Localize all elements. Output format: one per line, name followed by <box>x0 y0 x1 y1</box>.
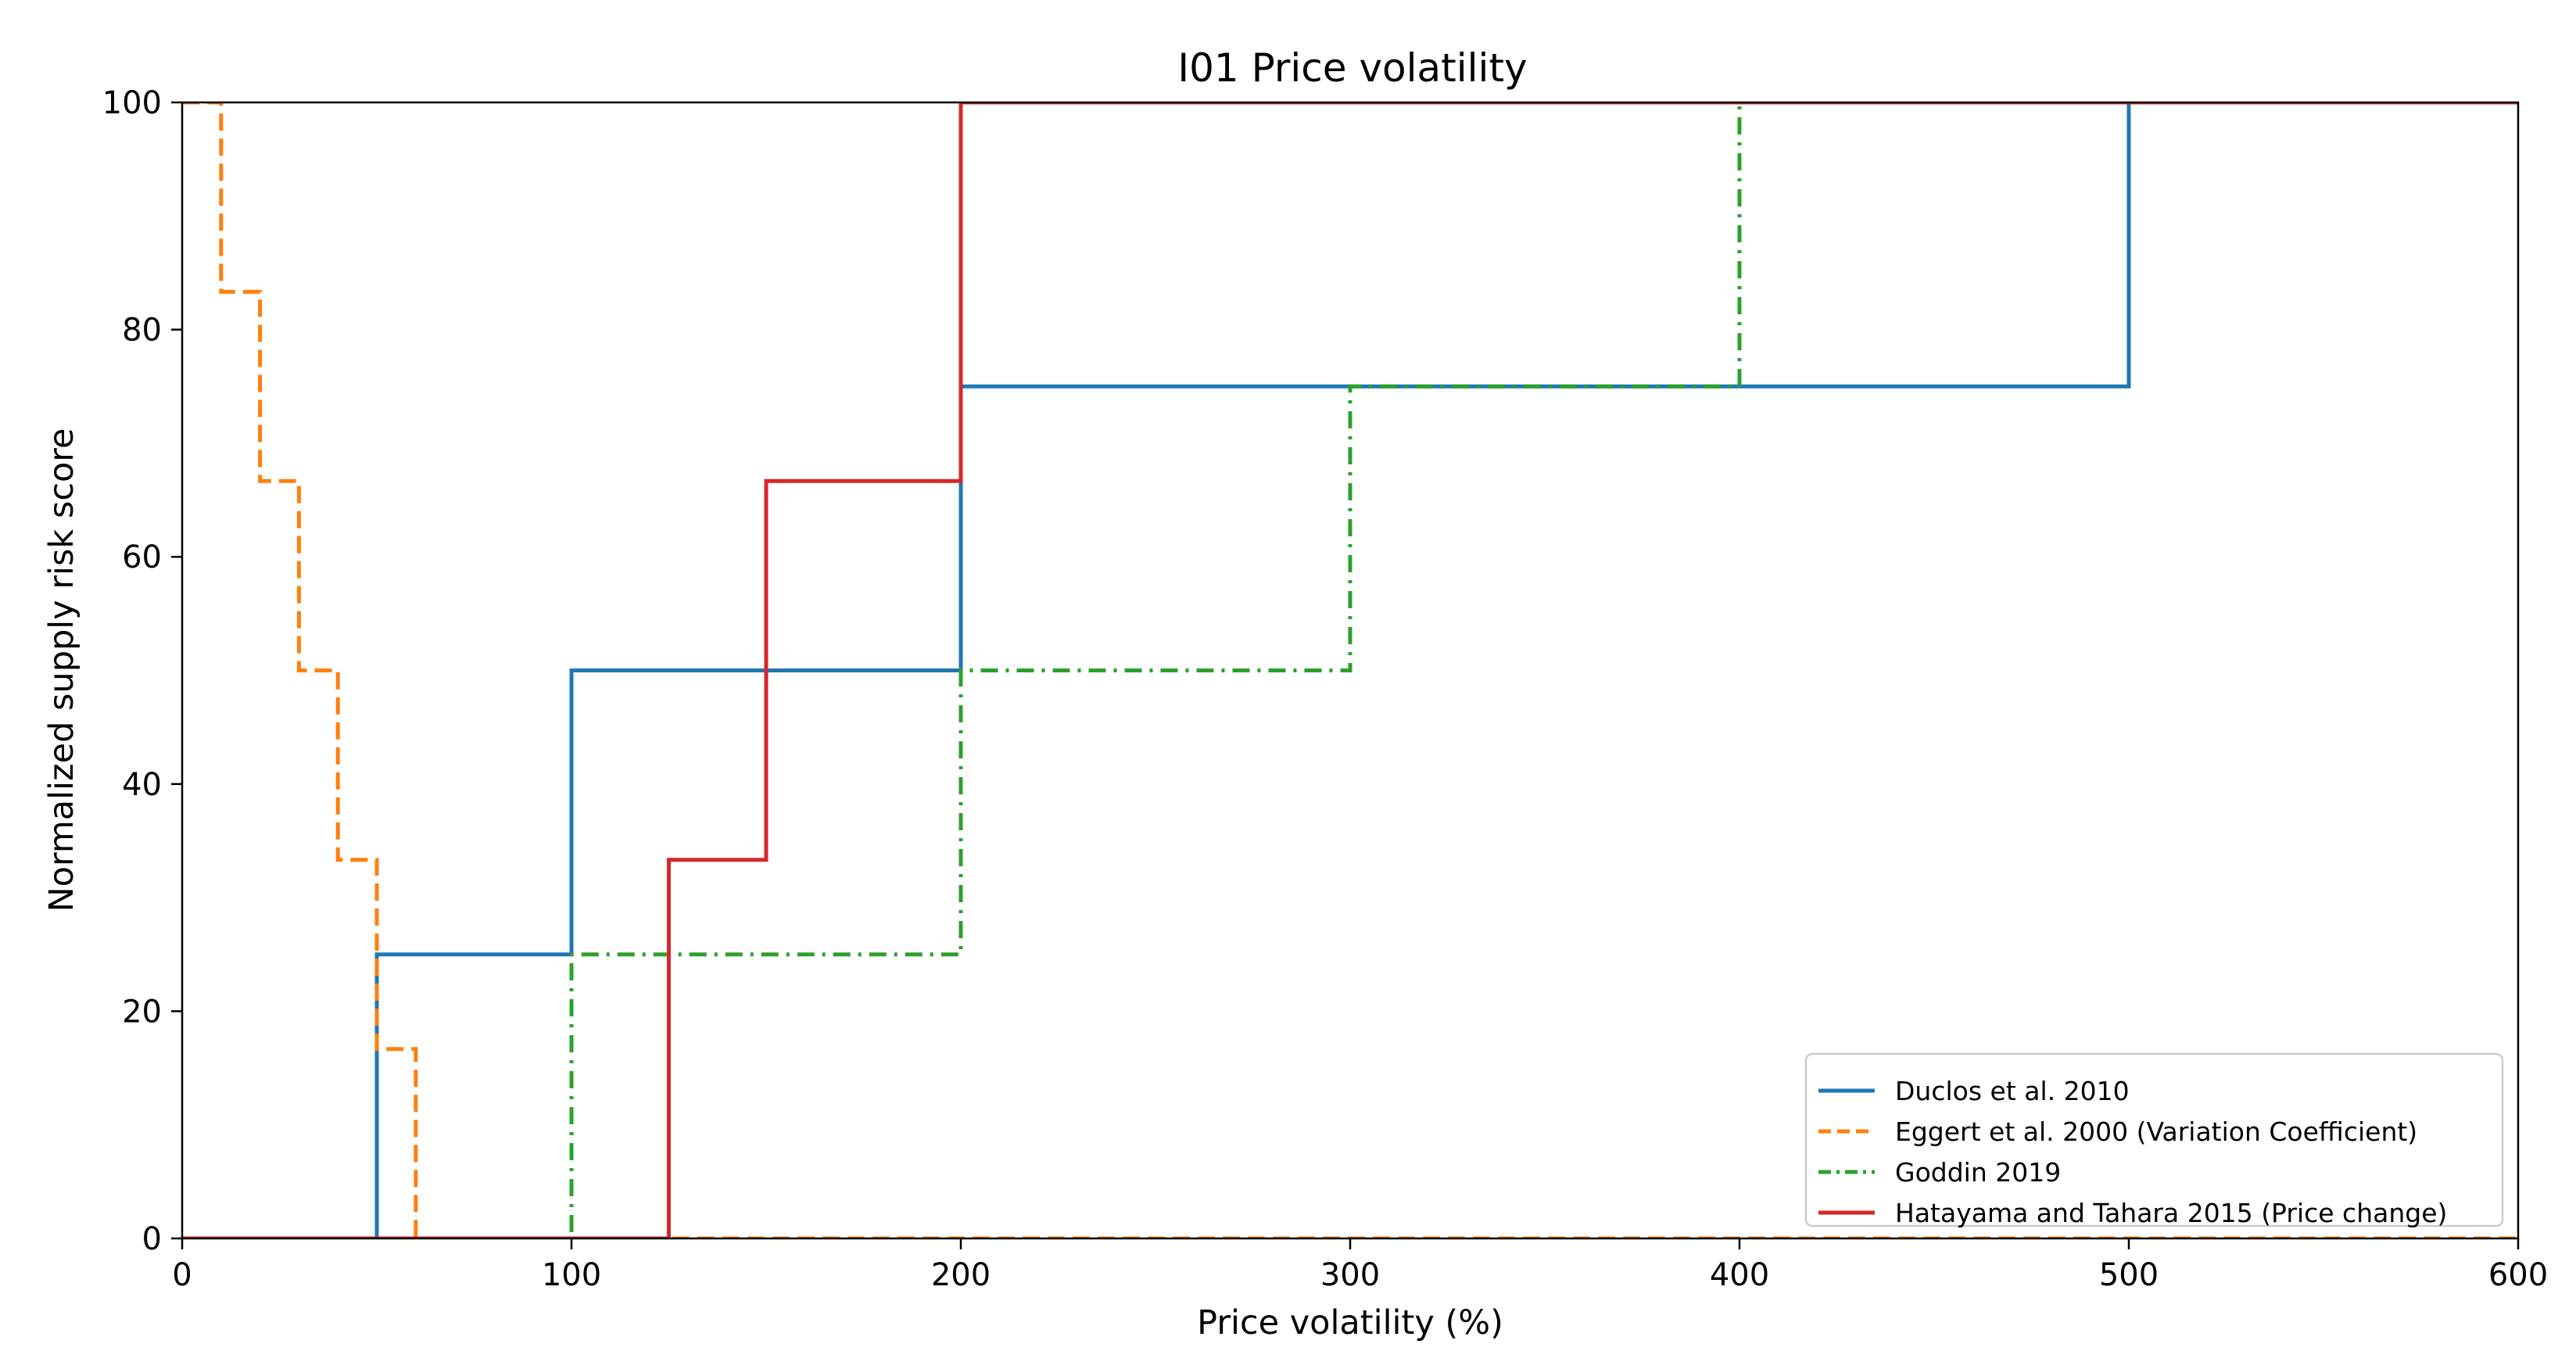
x-tick-label: 100 <box>542 1257 601 1293</box>
series-line-3 <box>182 102 2518 1238</box>
y-tick-label: 80 <box>122 313 162 349</box>
y-tick-label: 20 <box>122 994 162 1030</box>
x-tick-label: 600 <box>2488 1257 2548 1293</box>
legend-frame <box>1804 1052 2504 1227</box>
series-line-4 <box>182 102 2518 1238</box>
y-tick-label: 100 <box>102 85 162 121</box>
series-line-2 <box>182 102 2518 1238</box>
legend-label-1: Duclos et al. 2010 <box>1895 1076 2130 1106</box>
chart-title: I01 Price volatility <box>1177 45 1527 91</box>
y-tick-label: 0 <box>142 1221 162 1257</box>
y-axis-label: Normalized supply risk score <box>42 428 81 912</box>
series-group <box>182 102 2518 1238</box>
x-tick-label: 300 <box>1320 1257 1380 1293</box>
x-tick-label: 500 <box>2099 1257 2159 1293</box>
y-tick-label: 60 <box>122 539 162 575</box>
x-tick-label: 200 <box>931 1257 991 1293</box>
x-tick-label: 400 <box>1710 1257 1769 1293</box>
legend-label-2: Eggert et al. 2000 (Variation Coefficien… <box>1895 1116 2417 1147</box>
y-tick-label: 40 <box>122 767 162 803</box>
x-axis-label: Price volatility (%) <box>1197 1303 1503 1342</box>
legend-label-4: Hatayama and Tahara 2015 (Price change) <box>1895 1198 2447 1228</box>
x-tick-label: 0 <box>172 1257 192 1293</box>
x-axis: 0 100 200 300 400 500 600 <box>172 1238 2548 1293</box>
legend-label-3: Goddin 2019 <box>1895 1157 2061 1188</box>
legend: Duclos et al. 2010 Eggert et al. 2000 (Va… <box>1804 1052 2504 1228</box>
y-axis: 0 20 40 60 80 100 <box>102 85 182 1257</box>
